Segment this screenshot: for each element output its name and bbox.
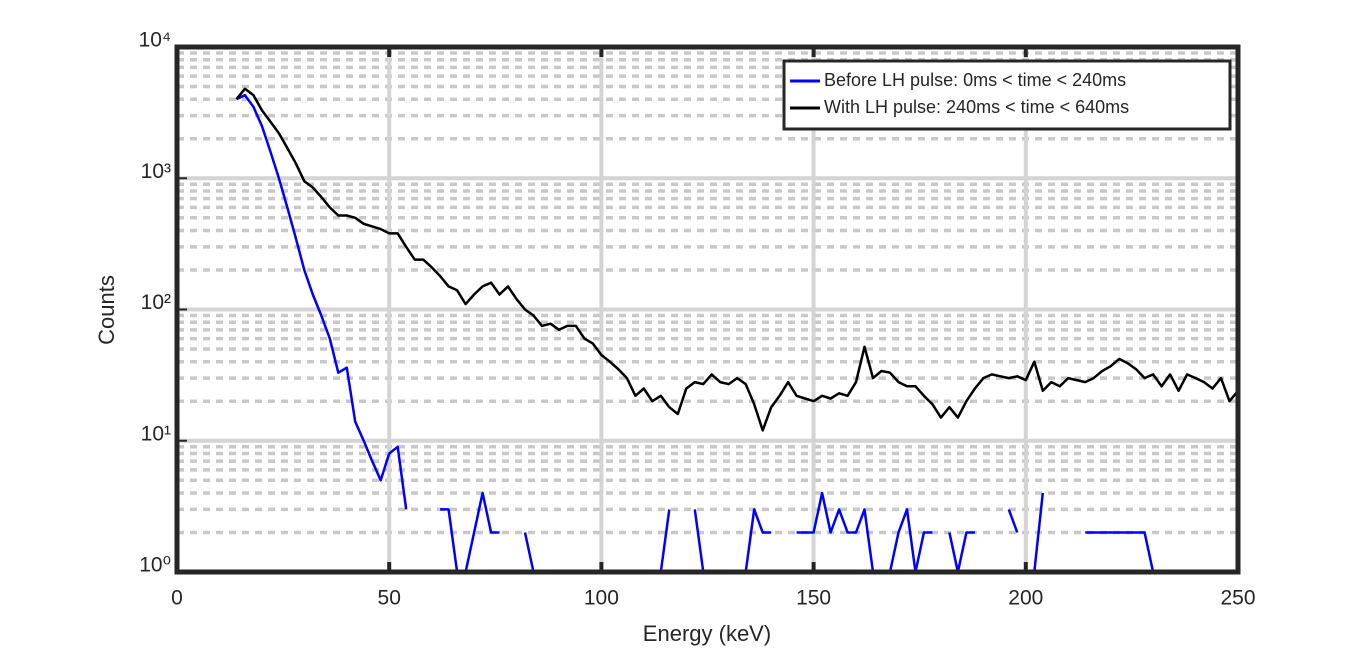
y-tick-label: 10⁴ — [139, 29, 171, 52]
series-line — [235, 93, 1204, 572]
x-tick-label: 50 — [378, 587, 401, 610]
y-tick-label: 10² — [141, 291, 171, 314]
legend-box — [782, 59, 1232, 131]
x-tick-label: 100 — [584, 587, 619, 610]
y-tick-label: 10⁰ — [139, 554, 171, 577]
x-tick-label: 250 — [1220, 587, 1255, 610]
plot-frame — [174, 44, 1241, 575]
legend-label: With LH pulse: 240ms < time < 640ms — [824, 97, 1129, 117]
y-tick-label: 10¹ — [141, 422, 171, 445]
x-tick-label: 0 — [171, 587, 183, 610]
x-axis-label: Energy (keV) — [643, 621, 771, 646]
legend-label: Before LH pulse: 0ms < time < 240ms — [824, 70, 1126, 90]
x-tick-label: 200 — [1008, 587, 1043, 610]
y-tick-label: 10³ — [141, 160, 171, 183]
x-tick-label: 150 — [796, 587, 831, 610]
series-line — [235, 87, 1238, 432]
y-axis-label: Counts — [94, 275, 119, 345]
